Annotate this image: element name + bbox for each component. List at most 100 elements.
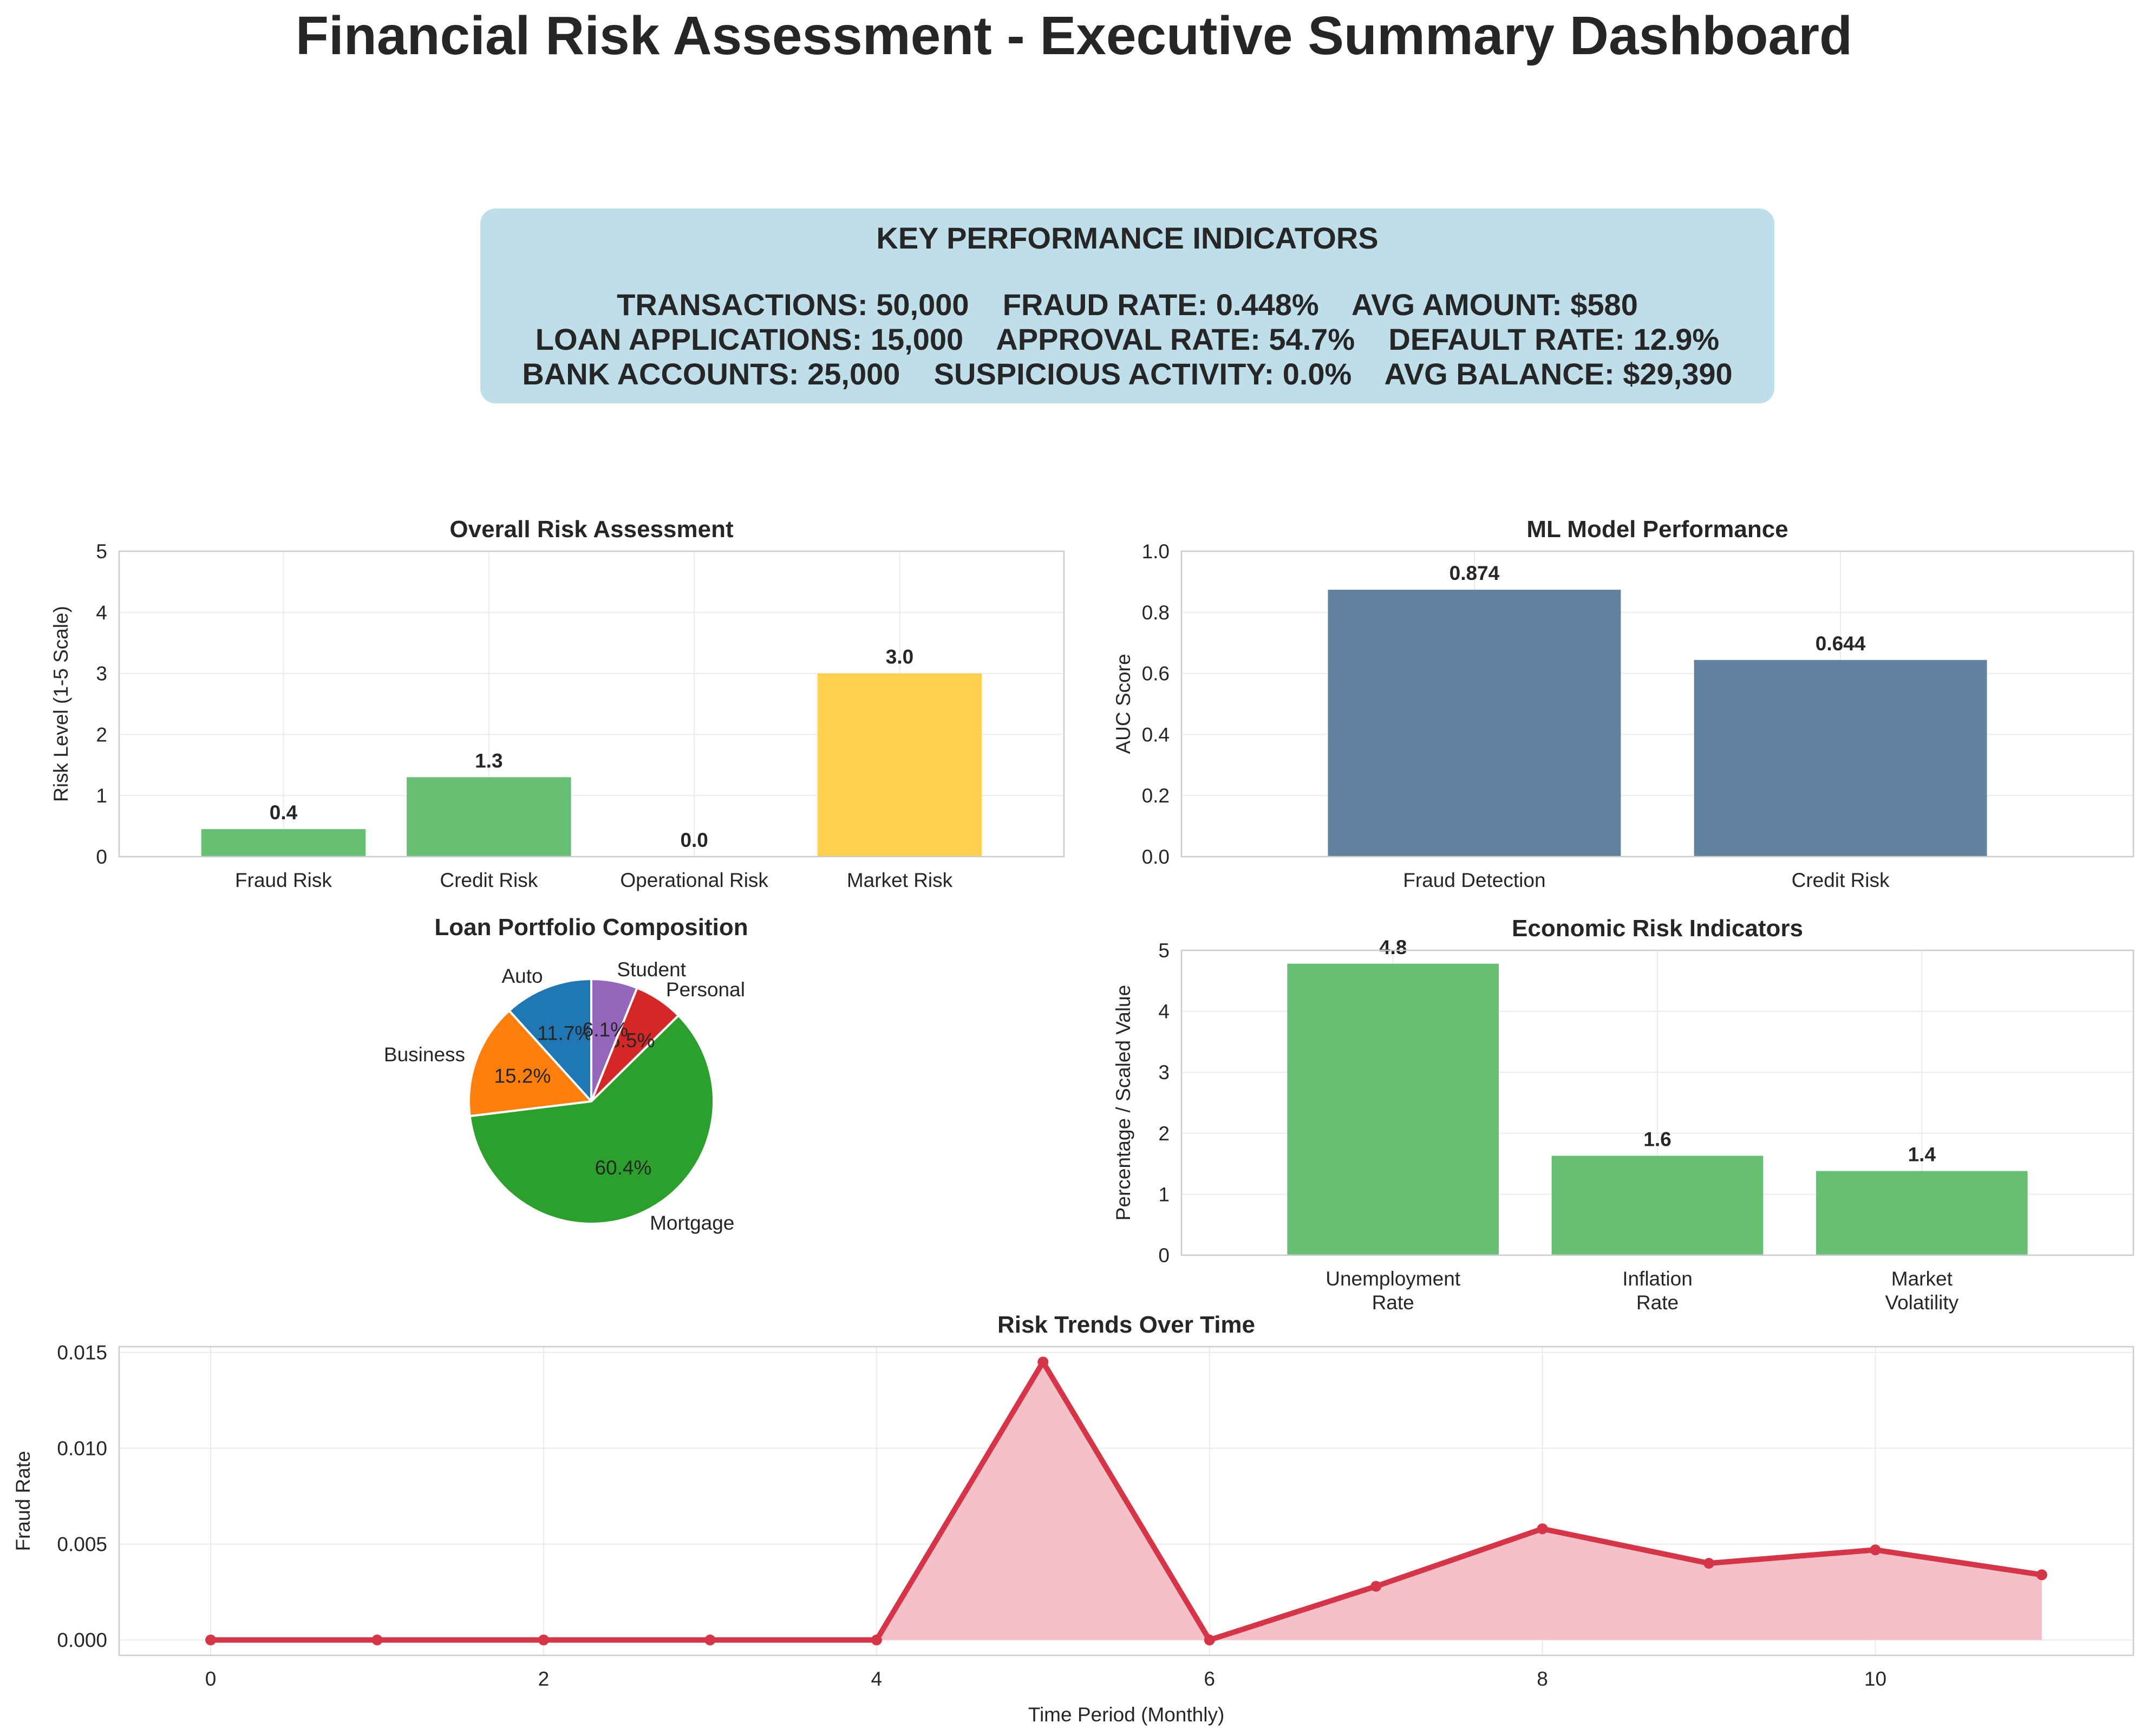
x-tick-label-line: Credit Risk — [440, 869, 538, 891]
x-tick-label: 4 — [871, 1668, 883, 1690]
chart-title: Economic Risk Indicators — [1512, 915, 1803, 942]
chart-loan: Loan Portfolio Composition Auto 11.7% Busin… — [384, 914, 748, 1234]
trend-point-6 — [1204, 1634, 1215, 1646]
trend-point-10 — [1870, 1544, 1881, 1556]
y-tick-label: 2 — [1158, 1122, 1170, 1145]
trend-point-9 — [1703, 1558, 1715, 1569]
bar-fraud-risk — [201, 829, 366, 857]
y-tick-label: 0.010 — [57, 1438, 107, 1460]
data-label-inflation-rate: 1.6 — [1643, 1128, 1671, 1150]
x-tick-label-credit-risk: Credit Risk — [440, 869, 538, 891]
y-tick-label: 0.6 — [1142, 663, 1170, 685]
x-tick-label-line: Rate — [1372, 1291, 1414, 1314]
trend-point-3 — [704, 1634, 716, 1646]
y-tick-label: 4 — [96, 602, 107, 624]
chart-title: Overall Risk Assessment — [449, 516, 734, 543]
trend-point-11 — [2036, 1569, 2047, 1581]
x-tick-label-fraud-detection: Fraud Detection — [1403, 869, 1545, 891]
x-tick-label-fraud-risk: Fraud Risk — [235, 869, 332, 891]
chart-ml: 0.0 0.2 0.4 0.6 0.8 1.0 0.874 Fraud Detection 0.… — [1112, 516, 2134, 891]
y-axis-label: Fraud Rate — [12, 1451, 34, 1551]
trend-point-5 — [1037, 1356, 1049, 1368]
dashboard-title: Financial Risk Assessment - Executive Su… — [295, 5, 1853, 66]
y-tick-label: 1 — [96, 785, 107, 807]
bar-market-risk — [817, 673, 982, 857]
pie-label-student: Student — [617, 958, 686, 981]
y-axis-label: Risk Level (1-5 Scale) — [50, 606, 72, 802]
y-axis-label: AUC Score — [1112, 654, 1134, 754]
data-label-operational-risk: 0.0 — [680, 829, 708, 851]
bar-credit-risk — [1694, 660, 1987, 857]
kpi-line-transactions: TRANSACTIONS: 50,000 FRAUD RATE: 0.448% … — [617, 288, 1638, 322]
x-tick-label-line: Credit Risk — [1792, 869, 1890, 891]
pie-slice-auto — [507, 977, 592, 1105]
bar-unemployment-rate — [1287, 963, 1499, 1255]
data-label-fraud-detection: 0.874 — [1450, 562, 1500, 584]
kpi-line-loans: LOAN APPLICATIONS: 15,000 APPROVAL RATE:… — [535, 322, 1720, 356]
y-tick-label: 0.005 — [57, 1533, 107, 1556]
x-axis-label: Time Period (Monthly) — [1028, 1704, 1225, 1726]
x-tick-label-line: Market Risk — [847, 869, 953, 891]
x-tick-label-line: Market — [1891, 1268, 1953, 1290]
y-tick-label: 0.015 — [57, 1342, 107, 1364]
x-tick-label: 8 — [1537, 1668, 1548, 1690]
trend-point-4 — [871, 1634, 882, 1646]
x-tick-label: 10 — [1864, 1668, 1886, 1690]
y-tick-label: 5 — [1158, 939, 1170, 962]
y-tick-label: 3 — [96, 663, 107, 685]
y-tick-label: 5 — [96, 540, 107, 563]
bar-market-volatility — [1816, 1171, 2028, 1255]
pie-label-business: Business — [384, 1043, 465, 1066]
y-tick-label: 0.4 — [1142, 723, 1170, 746]
x-tick-label-inflation-rate: Inflation Rate — [1622, 1268, 1693, 1314]
chart-risk: 0 1 2 3 4 5 0.4 Fraud Risk 1.3 Credit Risk 0.0 Oper… — [50, 516, 1065, 891]
y-tick-label: 3 — [1158, 1061, 1170, 1084]
y-tick-label: 0.2 — [1142, 785, 1170, 807]
pie-slice-student — [590, 977, 639, 1102]
data-label-market-volatility: 1.4 — [1908, 1144, 1936, 1166]
x-tick-label-line: Operational Risk — [620, 869, 768, 891]
y-tick-label: 1.0 — [1142, 540, 1170, 563]
pie-pct-business: 15.2% — [494, 1065, 551, 1087]
x-tick-label-market-volatility: Market Volatility — [1885, 1268, 1958, 1314]
chart-title: ML Model Performance — [1526, 516, 1788, 543]
y-tick-label: 0 — [1158, 1244, 1170, 1267]
x-tick-label-unemployment-rate: Unemployment Rate — [1326, 1268, 1461, 1314]
x-tick-label-line: Volatility — [1885, 1291, 1958, 1314]
trend-point-0 — [205, 1634, 217, 1646]
x-tick-label-market-risk: Market Risk — [847, 869, 953, 891]
trend-point-7 — [1370, 1581, 1382, 1592]
pie-label-mortgage: Mortgage — [650, 1212, 734, 1234]
kpi-panel: KEY PERFORMANCE INDICATORS TRANSACTIONS:… — [480, 208, 1774, 403]
trend-line — [211, 1359, 2042, 1643]
plot-frame — [1180, 949, 2134, 1256]
y-tick-label: 0 — [96, 846, 107, 868]
trend-point-1 — [371, 1634, 383, 1646]
trend-point-8 — [1537, 1523, 1548, 1535]
x-tick-label-line: Fraud Detection — [1403, 869, 1545, 891]
x-tick-label-line: Rate — [1636, 1291, 1679, 1314]
x-tick-label-line: Fraud Risk — [235, 869, 332, 891]
pie-pct-student: 6.1% — [583, 1019, 628, 1041]
y-tick-label: 4 — [1158, 1001, 1170, 1023]
data-label-unemployment-rate: 4.8 — [1379, 936, 1407, 958]
y-tick-label: 0.8 — [1142, 602, 1170, 624]
trend-point-2 — [538, 1634, 549, 1646]
pie-slice-business — [468, 1009, 594, 1118]
x-tick-label: 2 — [538, 1668, 550, 1690]
x-tick-label: 6 — [1204, 1668, 1215, 1690]
kpi-line-accounts: BANK ACCOUNTS: 25,000 SUSPICIOUS ACTIVIT… — [522, 357, 1733, 391]
plot-frame — [1180, 550, 2134, 858]
data-label-market-risk: 3.0 — [886, 646, 913, 668]
x-tick-label-credit-risk: Credit Risk — [1792, 869, 1890, 891]
x-tick-label-line: Inflation — [1622, 1268, 1693, 1290]
y-tick-label: 1 — [1158, 1183, 1170, 1205]
pie-label-auto: Auto — [501, 965, 543, 987]
data-label-credit-risk: 0.644 — [1816, 632, 1866, 655]
plot-frame — [118, 550, 1065, 858]
chart-title: Risk Trends Over Time — [997, 1311, 1255, 1338]
pie-pct-auto: 11.7% — [537, 1022, 592, 1044]
kpi-heading: KEY PERFORMANCE INDICATORS — [876, 221, 1379, 255]
pie-slice-mortgage — [468, 1014, 715, 1225]
